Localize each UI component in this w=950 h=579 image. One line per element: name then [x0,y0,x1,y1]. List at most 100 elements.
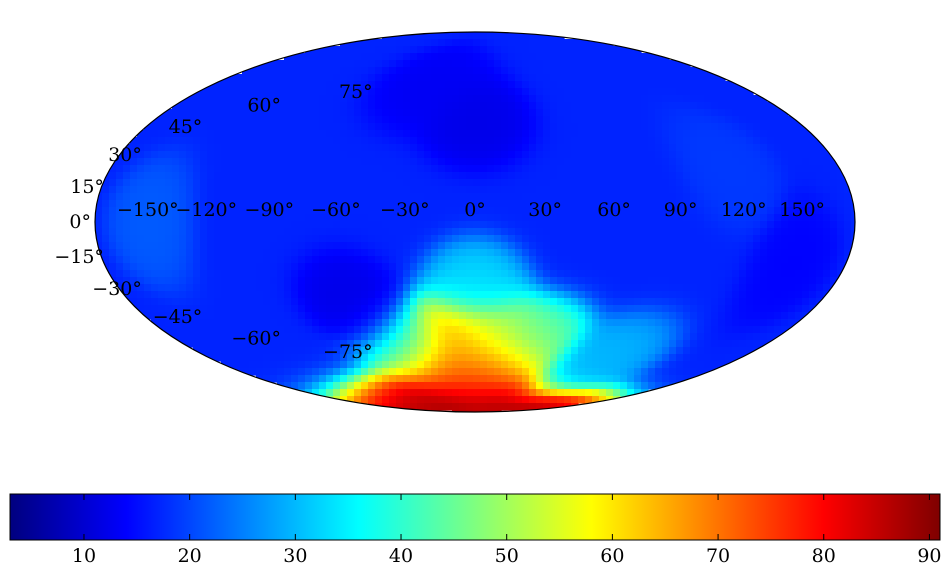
heatmap-cell [627,186,635,194]
heatmap-cell [508,326,516,334]
heatmap-cell [144,277,152,285]
heatmap-cell [620,200,628,208]
heatmap-cell [578,277,586,285]
heatmap-cell [662,340,670,348]
heatmap-cell [739,340,747,348]
heatmap-cell [529,172,537,180]
heatmap-cell [711,116,719,124]
heatmap-cell [501,396,509,404]
heatmap-cell [375,347,383,355]
heatmap-cell [158,256,166,264]
heatmap-cell [165,284,173,292]
heatmap-cell [165,305,173,313]
heatmap-cell [613,144,621,152]
heatmap-cell [536,39,544,47]
heatmap-cell [242,312,250,320]
heatmap-cell [487,249,495,257]
heatmap-cell [536,60,544,68]
heatmap-cell [186,137,194,145]
heatmap-cell [557,256,565,264]
heatmap-cell [592,67,600,75]
heatmap-cell [417,186,425,194]
heatmap-cell [193,193,201,201]
heatmap-cell [585,88,593,96]
heatmap-cell [340,158,348,166]
heatmap-cell [284,165,292,173]
heatmap-cell [718,263,726,271]
heatmap-cell [305,375,313,383]
heatmap-cell [606,67,614,75]
heatmap-cell [242,172,250,180]
heatmap-cell [235,144,243,152]
heatmap-cell [242,179,250,187]
heatmap-cell [263,305,271,313]
heatmap-cell [725,151,733,159]
heatmap-cell [396,102,404,110]
heatmap-cell [480,60,488,68]
heatmap-cell [445,102,453,110]
heatmap-cell [438,32,446,40]
heatmap-cell [501,340,509,348]
heatmap-cell [312,284,320,292]
heatmap-cell [326,158,334,166]
heatmap-cell [704,116,712,124]
heatmap-cell [634,158,642,166]
heatmap-cell [235,256,243,264]
heatmap-cell [361,333,369,341]
heatmap-cell [340,375,348,383]
heatmap-cell [578,354,586,362]
heatmap-cell [466,298,474,306]
heatmap-cell [473,60,481,68]
heatmap-cell [200,137,208,145]
heatmap-cell [256,354,264,362]
heatmap-cell [725,123,733,131]
heatmap-cell [375,172,383,180]
heatmap-cell [592,235,600,243]
heatmap-cell [340,67,348,75]
heatmap-cell [613,179,621,187]
heatmap-cell [620,214,628,222]
heatmap-cell [816,270,824,278]
heatmap-cell [683,207,691,215]
heatmap-cell [256,263,264,271]
heatmap-cell [452,249,460,257]
heatmap-cell [270,249,278,257]
heatmap-cell [256,207,264,215]
heatmap-cell [228,291,236,299]
heatmap-cell [550,116,558,124]
heatmap-cell [529,242,537,250]
heatmap-cell [655,74,663,82]
longitude-tick-label: 150° [779,199,825,221]
heatmap-cell [417,284,425,292]
heatmap-cell [382,81,390,89]
heatmap-cell [494,46,502,54]
heatmap-cell [312,340,320,348]
colorbar-gradient [9,493,941,541]
heatmap-cell [767,123,775,131]
heatmap-cell [396,67,404,75]
heatmap-cell [641,284,649,292]
heatmap-cell [522,368,530,376]
heatmap-cell [228,123,236,131]
heatmap-cell [473,333,481,341]
heatmap-cell [739,165,747,173]
heatmap-cell [333,214,341,222]
heatmap-cell [781,207,789,215]
heatmap-cell [270,361,278,369]
heatmap-cell [494,165,502,173]
colorbar-tick-label: 70 [706,545,730,567]
heatmap-cell [592,60,600,68]
heatmap-cell [242,158,250,166]
latitude-tick-label: −30° [92,278,142,300]
heatmap-cell [207,291,215,299]
heatmap-cell [494,242,502,250]
heatmap-cell [242,347,250,355]
heatmap-cell [347,137,355,145]
heatmap-cell [543,291,551,299]
heatmap-cell [389,263,397,271]
heatmap-cell [221,81,229,89]
heatmap-cell [228,214,236,222]
heatmap-cell [326,319,334,327]
heatmap-cell [186,284,194,292]
heatmap-cell [410,158,418,166]
